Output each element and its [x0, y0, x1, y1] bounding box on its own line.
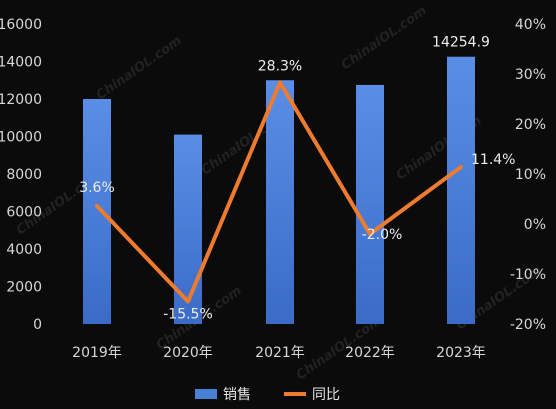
watermark-text: ChinaIOL.com — [339, 3, 430, 73]
bar — [356, 84, 384, 324]
y-left-tick-label: 16000 — [0, 17, 42, 33]
legend: 销售 同比 — [195, 387, 340, 403]
bar-series — [83, 56, 475, 324]
y-left-tick-label: 14000 — [0, 55, 42, 71]
x-tick-label: 2019年 — [72, 345, 122, 361]
bar — [83, 99, 111, 324]
line-series — [95, 80, 463, 304]
legend-swatch-bar — [195, 389, 217, 399]
line-data-label: 3.6% — [79, 180, 115, 196]
y-left-tick-label: 10000 — [0, 130, 42, 146]
y-right-tick-label: -20% — [510, 317, 546, 333]
y-left-tick-label: 12000 — [0, 92, 42, 108]
y-left-tick-label: 2000 — [6, 280, 42, 296]
y-left-tick-label: 6000 — [6, 205, 42, 221]
y-right-tick-label: -10% — [510, 267, 546, 283]
legend-label: 同比 — [312, 387, 340, 403]
y-right-tick-label: 40% — [515, 17, 546, 33]
bar — [174, 134, 202, 324]
y-right-tick-label: 30% — [515, 67, 546, 83]
right-axis: -20% -10% 0% 10% 20% 30% 40% — [510, 17, 546, 333]
bar — [266, 80, 294, 324]
y-right-tick-label: 10% — [515, 167, 546, 183]
bar-data-label: 14254.9 — [432, 35, 490, 51]
line-path — [95, 80, 463, 304]
line-data-label: -2.0% — [362, 227, 403, 243]
y-right-tick-label: 20% — [515, 117, 546, 133]
left-axis: 0 2000 4000 6000 8000 10000 12000 14000 16000 — [0, 17, 42, 333]
x-axis: 2019年 2020年 2021年 2022年 2023年 — [72, 345, 486, 361]
y-left-tick-label: 4000 — [6, 242, 42, 258]
line-data-label: 28.3% — [258, 59, 302, 75]
data-labels: 3.6% -15.5% 28.3% -2.0% 11.4% 14254.9 — [79, 35, 515, 323]
legend-swatch-line — [284, 392, 306, 396]
watermark-text: ChinaIOL.com — [94, 33, 185, 103]
x-tick-label: 2023年 — [436, 345, 486, 361]
x-tick-label: 2020年 — [163, 345, 213, 361]
legend-label: 销售 — [223, 387, 251, 403]
bar — [447, 56, 475, 324]
x-tick-label: 2022年 — [345, 345, 395, 361]
line-data-label: -15.5% — [163, 307, 213, 323]
y-left-tick-label: 8000 — [6, 167, 42, 183]
y-right-tick-label: 0% — [524, 217, 546, 233]
x-tick-label: 2021年 — [255, 345, 305, 361]
line-data-label: 11.4% — [471, 152, 515, 168]
y-left-tick-label: 0 — [33, 317, 42, 333]
